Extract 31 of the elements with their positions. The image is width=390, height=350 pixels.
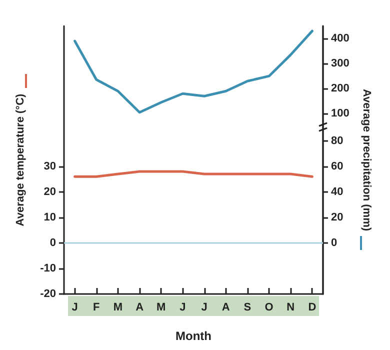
x-tick-label: D [308, 302, 316, 314]
y-tick-label: 0 [50, 236, 56, 249]
x-tick-label: A [222, 302, 230, 314]
y-tick-label: -20 [40, 288, 56, 300]
y2-tick-label: 60 [331, 160, 344, 172]
x-tick-label: F [93, 302, 100, 314]
y2-tick-label: 0 [331, 236, 338, 249]
y2-tick-label: 40 [331, 186, 344, 198]
x-tick-label: J [201, 302, 208, 314]
y3-tick-label: 300 [331, 58, 350, 70]
y2-tick-label: 20 [331, 211, 344, 224]
y-tick-label: 10 [44, 211, 56, 224]
y2-tick-label: 80 [331, 134, 344, 147]
x-tick-label: A [136, 302, 144, 314]
x-tick-label: J [180, 302, 186, 314]
y3-tick-label: 100 [331, 108, 350, 120]
line-series [74, 30, 314, 114]
y-tick-label: 30 [44, 160, 56, 172]
y3-tick-label: 200 [331, 82, 350, 95]
x-axis-title: Month [176, 329, 212, 343]
x-tick-label: J [72, 302, 78, 314]
x-tick-label: M [113, 302, 123, 314]
x-tick-label: O [264, 302, 274, 314]
y-tick-label: -10 [40, 262, 56, 274]
x-tick-label: M [156, 302, 166, 314]
y-axis-title: Average temperature (°C) [14, 93, 26, 226]
y2-axis-title: Average precipitation (mm) [360, 88, 372, 232]
y-tick-label: 20 [44, 186, 56, 198]
x-tick-label: S [244, 302, 252, 314]
x-tick-label: N [286, 302, 295, 314]
y3-tick-label: 400 [331, 32, 350, 45]
